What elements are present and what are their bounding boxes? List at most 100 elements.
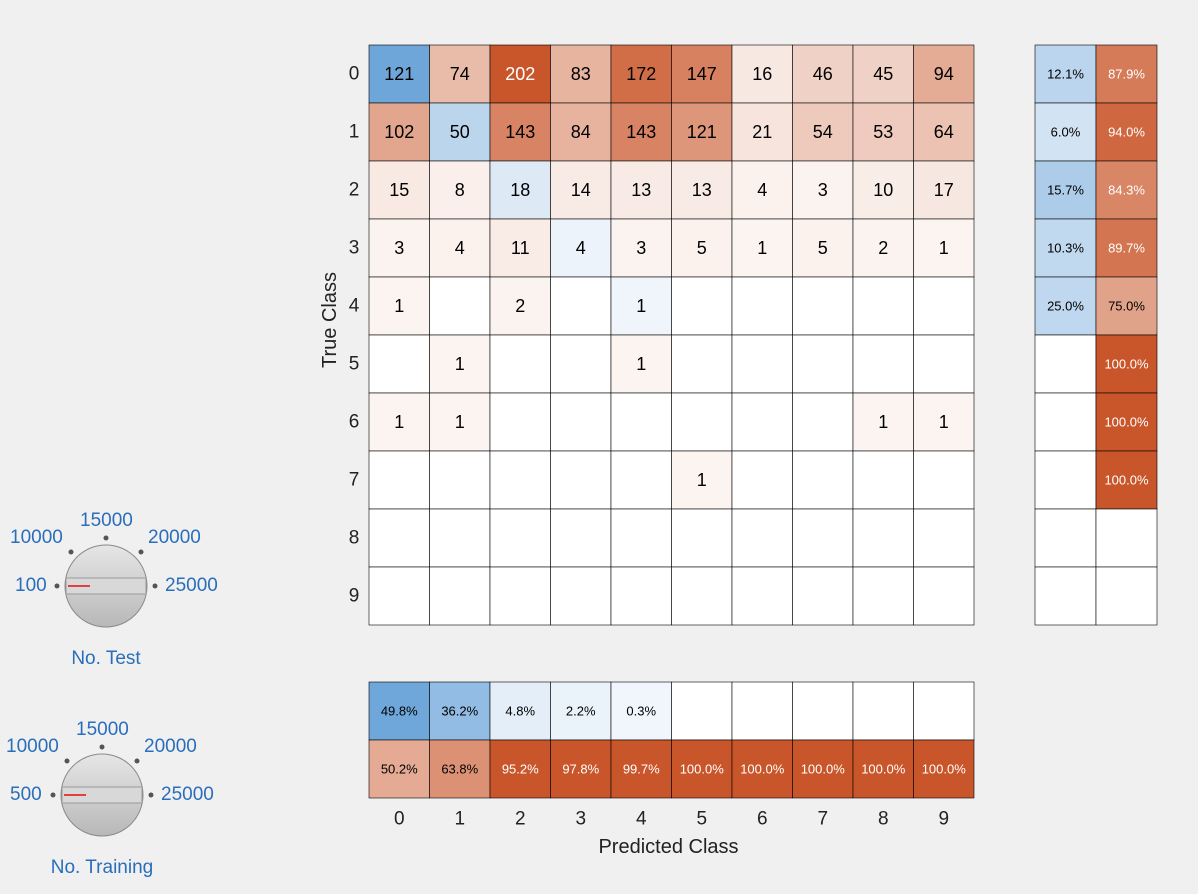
matrix-cell xyxy=(913,44,975,104)
matrix-cell xyxy=(913,218,975,278)
matrix-cell xyxy=(852,508,914,568)
matrix-cell xyxy=(489,392,551,452)
matrix-cell-value: 54 xyxy=(813,122,833,142)
row-summary-correct-value: 15.7% xyxy=(1047,183,1084,198)
matrix-cell xyxy=(368,44,430,104)
matrix-cell-value: 84 xyxy=(571,122,591,142)
matrix-cell-value: 13 xyxy=(631,180,651,200)
knob-training-control[interactable]: 500 10000 15000 20000 25000 No. Training xyxy=(0,710,240,890)
matrix-cell xyxy=(368,392,430,452)
column-summary-correct-cell xyxy=(610,681,672,741)
column-summary-correct-cell xyxy=(852,681,914,741)
matrix-cell xyxy=(489,44,551,104)
matrix-cell-value: 15 xyxy=(389,180,409,200)
column-summary-correct-cell xyxy=(913,681,975,741)
knob-training-tick-25000: 25000 xyxy=(161,784,214,805)
matrix-cell-value: 13 xyxy=(692,180,712,200)
matrix-cell xyxy=(368,508,430,568)
matrix-cell-value: 1 xyxy=(697,470,707,490)
row-summary-correct-cell xyxy=(1034,102,1097,162)
matrix-cell xyxy=(429,392,491,452)
matrix-cell xyxy=(368,566,430,626)
column-tick-label: 3 xyxy=(575,809,586,830)
y-axis-label: True Class xyxy=(319,272,341,368)
row-tick-label: 3 xyxy=(349,238,360,259)
column-summary-incorrect-value: 100.0% xyxy=(801,762,846,777)
column-summary-incorrect-cell xyxy=(489,739,551,799)
matrix-cell-value: 74 xyxy=(450,64,470,84)
matrix-cell xyxy=(550,566,612,626)
matrix-cell xyxy=(610,566,672,626)
matrix-cell xyxy=(792,450,854,510)
matrix-cell xyxy=(852,450,914,510)
matrix-cell xyxy=(852,276,914,336)
matrix-cell-value: 8 xyxy=(455,180,465,200)
matrix-cell xyxy=(610,508,672,568)
matrix-cell xyxy=(731,276,793,336)
matrix-cell xyxy=(671,508,733,568)
column-tick-label: 7 xyxy=(817,809,828,830)
matrix-cell-value: 64 xyxy=(934,122,954,142)
knob-test-control[interactable]: 100 10000 15000 20000 25000 No. Test xyxy=(0,500,240,680)
row-summary-incorrect-value: 87.9% xyxy=(1108,67,1145,82)
row-summary-incorrect-cell xyxy=(1095,102,1158,162)
column-summary-incorrect-cell xyxy=(429,739,491,799)
row-tick-label: 2 xyxy=(349,180,360,201)
matrix-cell xyxy=(852,102,914,162)
column-summary-incorrect-cell xyxy=(550,739,612,799)
matrix-cell xyxy=(731,450,793,510)
row-tick-label: 6 xyxy=(349,412,360,433)
column-summary-incorrect-value: 100.0% xyxy=(922,762,967,777)
column-summary-incorrect-cell xyxy=(852,739,914,799)
knob-test-dial[interactable] xyxy=(0,500,240,680)
matrix-cell xyxy=(429,508,491,568)
column-tick-label: 4 xyxy=(636,809,647,830)
matrix-cell-value: 5 xyxy=(697,238,707,258)
matrix-cell-value: 50 xyxy=(450,122,470,142)
matrix-cell xyxy=(913,508,975,568)
matrix-cell-value: 4 xyxy=(757,180,767,200)
matrix-cell xyxy=(610,276,672,336)
matrix-cell xyxy=(550,450,612,510)
matrix-cell xyxy=(792,334,854,394)
matrix-cell xyxy=(913,392,975,452)
matrix-cell-value: 1 xyxy=(939,412,949,432)
row-summary-incorrect-value: 100.0% xyxy=(1104,415,1149,430)
knob-test-tick-100: 100 xyxy=(15,575,47,596)
matrix-cell xyxy=(731,218,793,278)
matrix-cell xyxy=(550,102,612,162)
matrix-cell xyxy=(731,44,793,104)
column-tick-label: 2 xyxy=(515,809,526,830)
matrix-cell xyxy=(852,44,914,104)
row-summary-correct-cell xyxy=(1034,450,1097,510)
matrix-cell-value: 172 xyxy=(626,64,656,84)
matrix-cell xyxy=(731,508,793,568)
row-tick-label: 4 xyxy=(349,296,360,317)
row-summary-incorrect-value: 75.0% xyxy=(1108,299,1145,314)
matrix-cell xyxy=(489,276,551,336)
column-summary-incorrect-cell xyxy=(792,739,854,799)
column-summary-correct-value: 4.8% xyxy=(505,704,535,719)
column-summary-correct-cell xyxy=(368,681,430,741)
column-summary-correct-value: 2.2% xyxy=(566,704,596,719)
matrix-cell-value: 5 xyxy=(818,238,828,258)
column-summary-incorrect-cell xyxy=(368,739,430,799)
matrix-cell-value: 10 xyxy=(873,180,893,200)
matrix-cell xyxy=(368,102,430,162)
knob-training-tick-500: 500 xyxy=(10,784,42,805)
column-summary-correct-cell xyxy=(489,681,551,741)
row-tick-label: 1 xyxy=(349,122,360,143)
matrix-cell xyxy=(852,334,914,394)
column-tick-label: 6 xyxy=(757,809,768,830)
matrix-cell xyxy=(489,334,551,394)
column-summary-correct-value: 49.8% xyxy=(381,704,418,719)
column-summary-incorrect-value: 99.7% xyxy=(623,762,660,777)
column-summary-incorrect-value: 97.8% xyxy=(562,762,599,777)
knob-test-label: No. Test xyxy=(71,648,141,669)
row-summary-correct-value: 12.1% xyxy=(1047,67,1084,82)
matrix-cell-value: 16 xyxy=(752,64,772,84)
knob-training-dial[interactable] xyxy=(0,710,240,890)
matrix-cell xyxy=(852,392,914,452)
matrix-cell-value: 121 xyxy=(384,64,414,84)
row-summary-correct-cell xyxy=(1034,508,1097,568)
